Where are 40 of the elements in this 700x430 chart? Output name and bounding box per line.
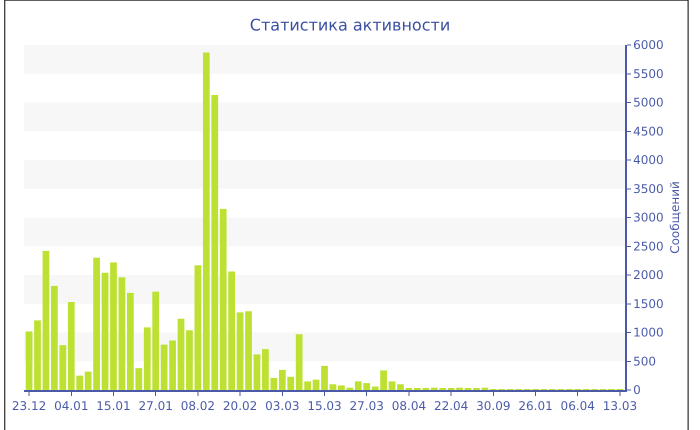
x-tick-label: 22.04 [434, 399, 468, 414]
y-tick-label: 5500 [633, 66, 664, 81]
y-tick-label: 500 [633, 354, 656, 368]
x-tick-label: 20.02 [222, 399, 258, 414]
x-tick-label: 23.12 [12, 399, 46, 414]
x-tick-label: 26.01 [518, 399, 553, 414]
bar [76, 376, 84, 390]
y-tick-label: 6000 [633, 38, 664, 52]
x-tick-label: 27.03 [350, 399, 384, 414]
x-tick-label: 08.04 [392, 399, 426, 414]
x-tick-label: 08.02 [180, 399, 216, 414]
bar [144, 327, 151, 390]
y-tick-label: 3000 [633, 210, 664, 225]
x-tick-label: 04.01 [54, 399, 88, 414]
x-tick-label: 06.04 [560, 399, 595, 414]
x-tick-label: 15.01 [96, 399, 131, 414]
x-tick-label: 30.09 [476, 399, 510, 414]
y-tick-label: 1500 [633, 296, 664, 311]
bar [354, 381, 362, 390]
bar [211, 95, 218, 390]
y-tick-label: 2000 [633, 268, 664, 282]
x-tick-label: 03.03 [265, 399, 300, 414]
y-tick-label: 4000 [633, 153, 664, 168]
y-tick-label: 0 [633, 383, 641, 398]
chart-title: Статистика активности [250, 16, 450, 35]
bar [287, 376, 294, 390]
bar [68, 302, 75, 390]
y-tick-label: 4500 [633, 124, 664, 138]
x-tick-label: 27.01 [138, 399, 173, 414]
x-tick-label: 15.03 [307, 399, 342, 414]
y-axis-title: Сообщений [668, 181, 682, 254]
y-tick-label: 1000 [633, 326, 664, 340]
bar [135, 368, 142, 390]
bar [278, 370, 286, 390]
bar [220, 208, 227, 390]
bar [363, 383, 370, 390]
y-tick-label: 2500 [633, 239, 664, 254]
y-tick-label: 5000 [633, 96, 664, 110]
x-tick-label: 13.03 [602, 399, 638, 414]
y-tick-label: 3500 [633, 182, 664, 196]
